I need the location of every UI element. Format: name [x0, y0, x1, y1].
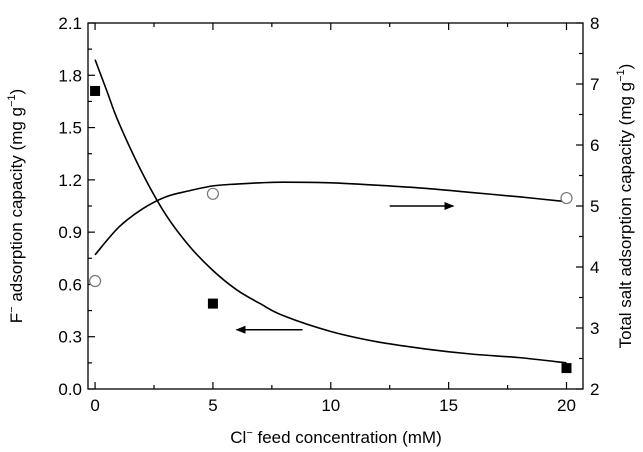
- y-left-tick-label: 0.9: [58, 223, 82, 242]
- y-left-axis-title: F− adsorption capacity (mg g−1): [6, 89, 26, 323]
- y-right-tick-label: 3: [590, 319, 599, 338]
- total-salt-data-point: [206, 187, 220, 200]
- data-markers: [88, 85, 573, 374]
- y-right-tick-label: 5: [590, 197, 599, 216]
- fit-curves: [94, 59, 567, 364]
- y-left-tick-label: 0.3: [58, 328, 82, 347]
- y-left-tick-label: 0.6: [58, 275, 82, 294]
- y-right-tick-label: 6: [590, 136, 599, 155]
- x-tick-label: 10: [321, 396, 340, 415]
- fluoride-fit-curve: [94, 59, 567, 364]
- total-salt-data-point: [560, 191, 573, 205]
- y-left-tick-label: 1.5: [58, 119, 82, 138]
- y-right-axis-title: Total salt adsorption capacity (mg g−1): [615, 64, 635, 349]
- y-left-tick-label: 1.8: [58, 66, 82, 85]
- y-left-tick-label: 1.2: [58, 171, 82, 190]
- y-right-tick-label: 4: [590, 258, 599, 277]
- total-salt-data-point: [88, 274, 102, 288]
- y-right-tick-label: 8: [590, 14, 599, 33]
- plot-area-border: [87, 22, 584, 390]
- y-right-tick-label: 2: [590, 380, 599, 399]
- x-tick-label: 5: [208, 396, 217, 415]
- y-left-axis-ticks: 0.0 0.3 0.6 0.9 1.2 1.5 1.8 2.1: [58, 14, 95, 399]
- y-left-tick-label: 0.0: [58, 380, 82, 399]
- fluoride-data-point: [561, 363, 572, 374]
- y-right-tick-label: 7: [590, 75, 599, 94]
- x-tick-label: 0: [90, 396, 99, 415]
- fluoride-data-point: [207, 298, 218, 309]
- x-axis-ticks: 0 5 10 15 20: [90, 23, 576, 415]
- y-right-axis-ticks: 2 3 4 5 6 7 8: [576, 14, 599, 399]
- y-left-tick-label: 2.1: [58, 14, 82, 33]
- fluoride-data-point: [90, 85, 101, 96]
- x-axis-title: Cl− feed concentration (mM): [230, 427, 441, 447]
- x-tick-label: 20: [557, 396, 576, 415]
- x-tick-label: 15: [439, 396, 458, 415]
- total-salt-fit-curve: [94, 181, 567, 256]
- annotation-arrows: [235, 202, 455, 334]
- plot-frame: [87, 22, 584, 390]
